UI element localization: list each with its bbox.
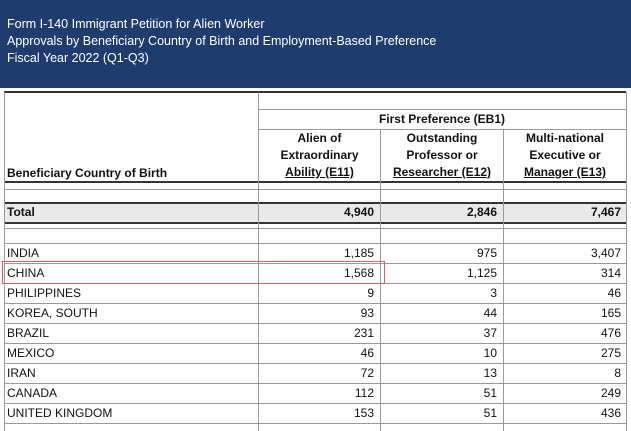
row-header: Beneficiary Country of Birth — [7, 166, 168, 180]
cell-value: 476 — [600, 326, 621, 340]
column-header-e11: Alien of Extraordinary Ability (E11) — [280, 131, 359, 179]
cell-value: 165 — [600, 306, 621, 320]
cell-value: 275 — [600, 346, 621, 360]
cell-value: 1,568 — [343, 266, 374, 280]
country-name: MEXICO — [7, 346, 55, 360]
total-e11: 4,940 — [343, 205, 374, 219]
cell-value: 72 — [360, 366, 374, 380]
cell-value: 9 — [367, 286, 374, 300]
data-table: First Preference (EB1) Beneficiary Count… — [0, 91, 631, 431]
country-name: IRAN — [7, 366, 36, 380]
cell-value: 1,185 — [343, 246, 374, 260]
cell-value: 8 — [614, 366, 621, 380]
cell-value: 1,125 — [466, 266, 497, 280]
report-title: Form I-140 Immigrant Petition for Alien … — [7, 17, 265, 31]
cell-value: 314 — [600, 266, 621, 280]
country-name: KOREA, SOUTH — [7, 306, 98, 320]
cell-value: 10 — [483, 346, 497, 360]
cell-value: 231 — [353, 326, 374, 340]
cell-value: 13 — [483, 366, 497, 380]
country-name: UNITED KINGDOM — [7, 406, 113, 420]
report-period: Fiscal Year 2022 (Q1-Q3) — [7, 51, 149, 65]
cell-value: 46 — [360, 346, 374, 360]
cell-value: 44 — [483, 306, 497, 320]
china-highlight-box — [2, 261, 385, 284]
cell-value: 153 — [353, 406, 374, 420]
total-e13: 7,467 — [590, 205, 621, 219]
total-label: Total — [7, 205, 35, 219]
cell-value: 51 — [483, 386, 497, 400]
column-header-e12: Outstanding Professor or Researcher (E12… — [392, 131, 492, 179]
column-header-e13: Multi-national Executive or Manager (E13… — [523, 131, 607, 179]
cell-value: 93 — [360, 306, 374, 320]
country-name: BRAZIL — [7, 326, 50, 340]
country-name: INDIA — [7, 246, 40, 260]
country-name: CANADA — [7, 386, 58, 400]
country-name: PHILIPPINES — [7, 286, 82, 300]
report-subtitle: Approvals by Beneficiary Country of Birt… — [7, 34, 437, 48]
cell-value: 51 — [483, 406, 497, 420]
cell-value: 436 — [600, 406, 621, 420]
cell-value: 975 — [476, 246, 497, 260]
cell-value: 112 — [354, 386, 374, 400]
total-e12: 2,846 — [466, 205, 497, 219]
cell-value: 3,407 — [590, 246, 621, 260]
group-header: First Preference (EB1) — [378, 112, 506, 126]
cell-value: 3 — [490, 286, 497, 300]
total-row-band — [4, 202, 626, 222]
country-name: CHINA — [7, 266, 45, 280]
cell-value: 37 — [483, 326, 497, 340]
report-header: Form I-140 Immigrant Petition for Alien … — [0, 0, 631, 88]
cell-value: 46 — [607, 286, 621, 300]
cell-value: 249 — [600, 386, 621, 400]
